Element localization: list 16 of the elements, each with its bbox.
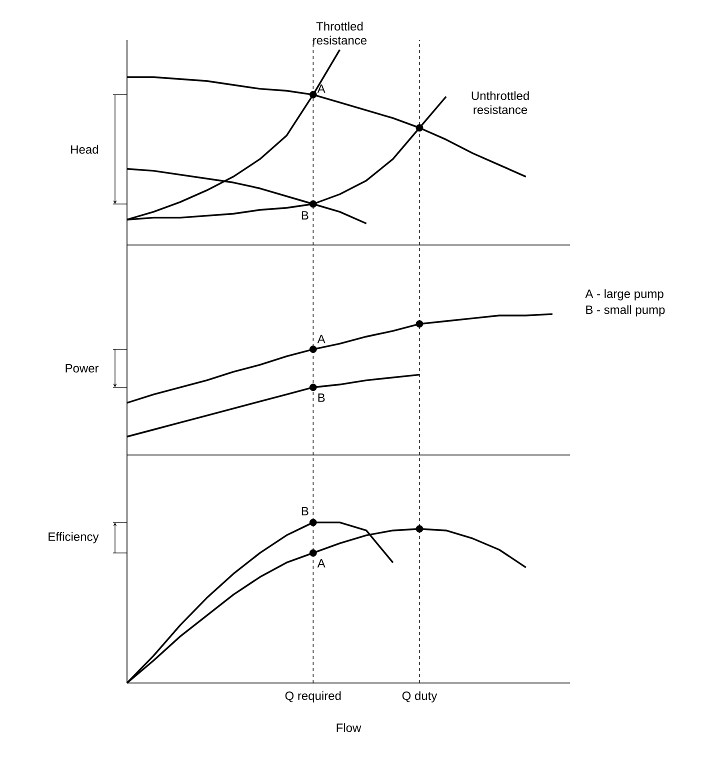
y-axis-title: Efficiency (48, 532, 99, 544)
annotation: A (317, 559, 326, 568)
series-label: Throttled resistance (313, 22, 367, 45)
y-axis-title: Power (66, 364, 99, 373)
text: Unthrottled resistance (472, 91, 529, 114)
annotation: B (302, 211, 308, 220)
annotation: A (317, 84, 326, 93)
y-axis-title: Head (71, 144, 98, 154)
text: B - small pump (586, 305, 665, 316)
annotation: A (317, 334, 326, 344)
annotation: B (318, 394, 325, 402)
x-tick-label: Q duty (402, 691, 438, 702)
annotation: B (302, 506, 308, 516)
x-axis-title: Flow (336, 723, 362, 732)
x-tick-label: Q required (285, 691, 341, 702)
text: A - large pump (585, 289, 664, 300)
